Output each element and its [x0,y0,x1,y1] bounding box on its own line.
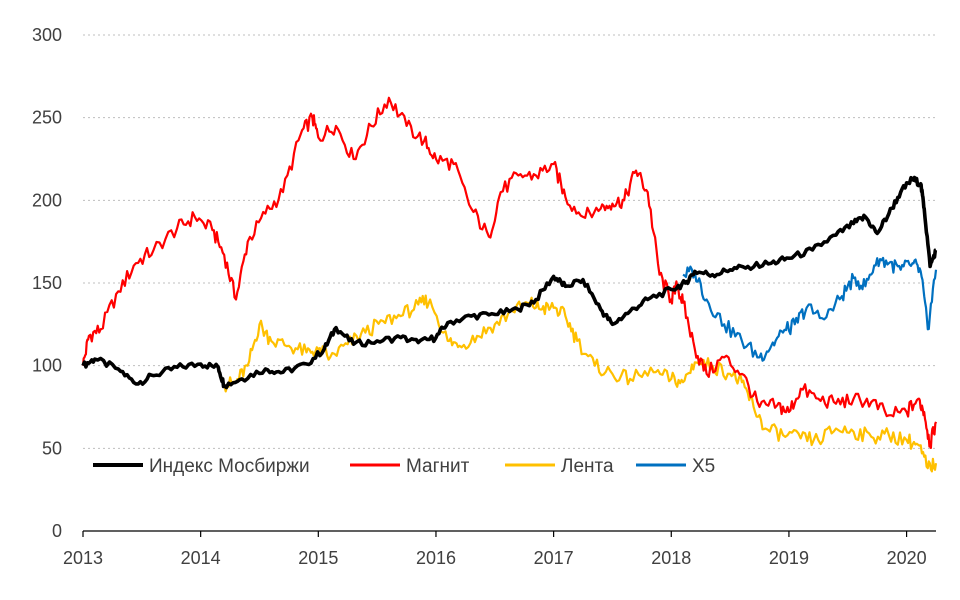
gridlines [83,34,936,449]
x-axis: 2013 2014 2015 2016 2017 2018 2019 2020 [63,530,936,568]
y-tick-label: 150 [32,273,62,293]
y-tick-label: 50 [42,438,62,458]
series-line-1 [81,96,938,449]
y-tick-label: 200 [32,190,62,210]
legend-label-3: X5 [692,456,715,477]
series-lines [81,96,938,473]
y-tick-label: 250 [32,108,62,128]
series-line-3 [682,256,938,362]
legend-label-0: Индекс Мосбиржи [149,456,310,477]
series-line-2 [223,294,938,473]
x-tick-label: 2015 [298,548,338,568]
x-tick-label: 2014 [181,548,221,568]
y-tick-label: 0 [52,521,62,541]
legend: Индекс Мосбиржи Магнит Лента X5 [93,456,715,477]
legend-label-2: Лента [561,456,614,477]
x-tick-label: 2017 [534,548,574,568]
y-tick-label: 100 [32,356,62,376]
legend-label-1: Магнит [406,456,470,477]
x-tick-label: 2019 [769,548,809,568]
x-tick-label: 2013 [63,548,103,568]
x-tick-label: 2018 [651,548,691,568]
x-tick-label: 2016 [416,548,456,568]
y-axis-ticks: 0 50 100 150 200 250 300 [32,25,62,541]
x-tick-label: 2020 [887,548,927,568]
series-line-0 [81,175,938,390]
y-tick-label: 300 [32,25,62,45]
